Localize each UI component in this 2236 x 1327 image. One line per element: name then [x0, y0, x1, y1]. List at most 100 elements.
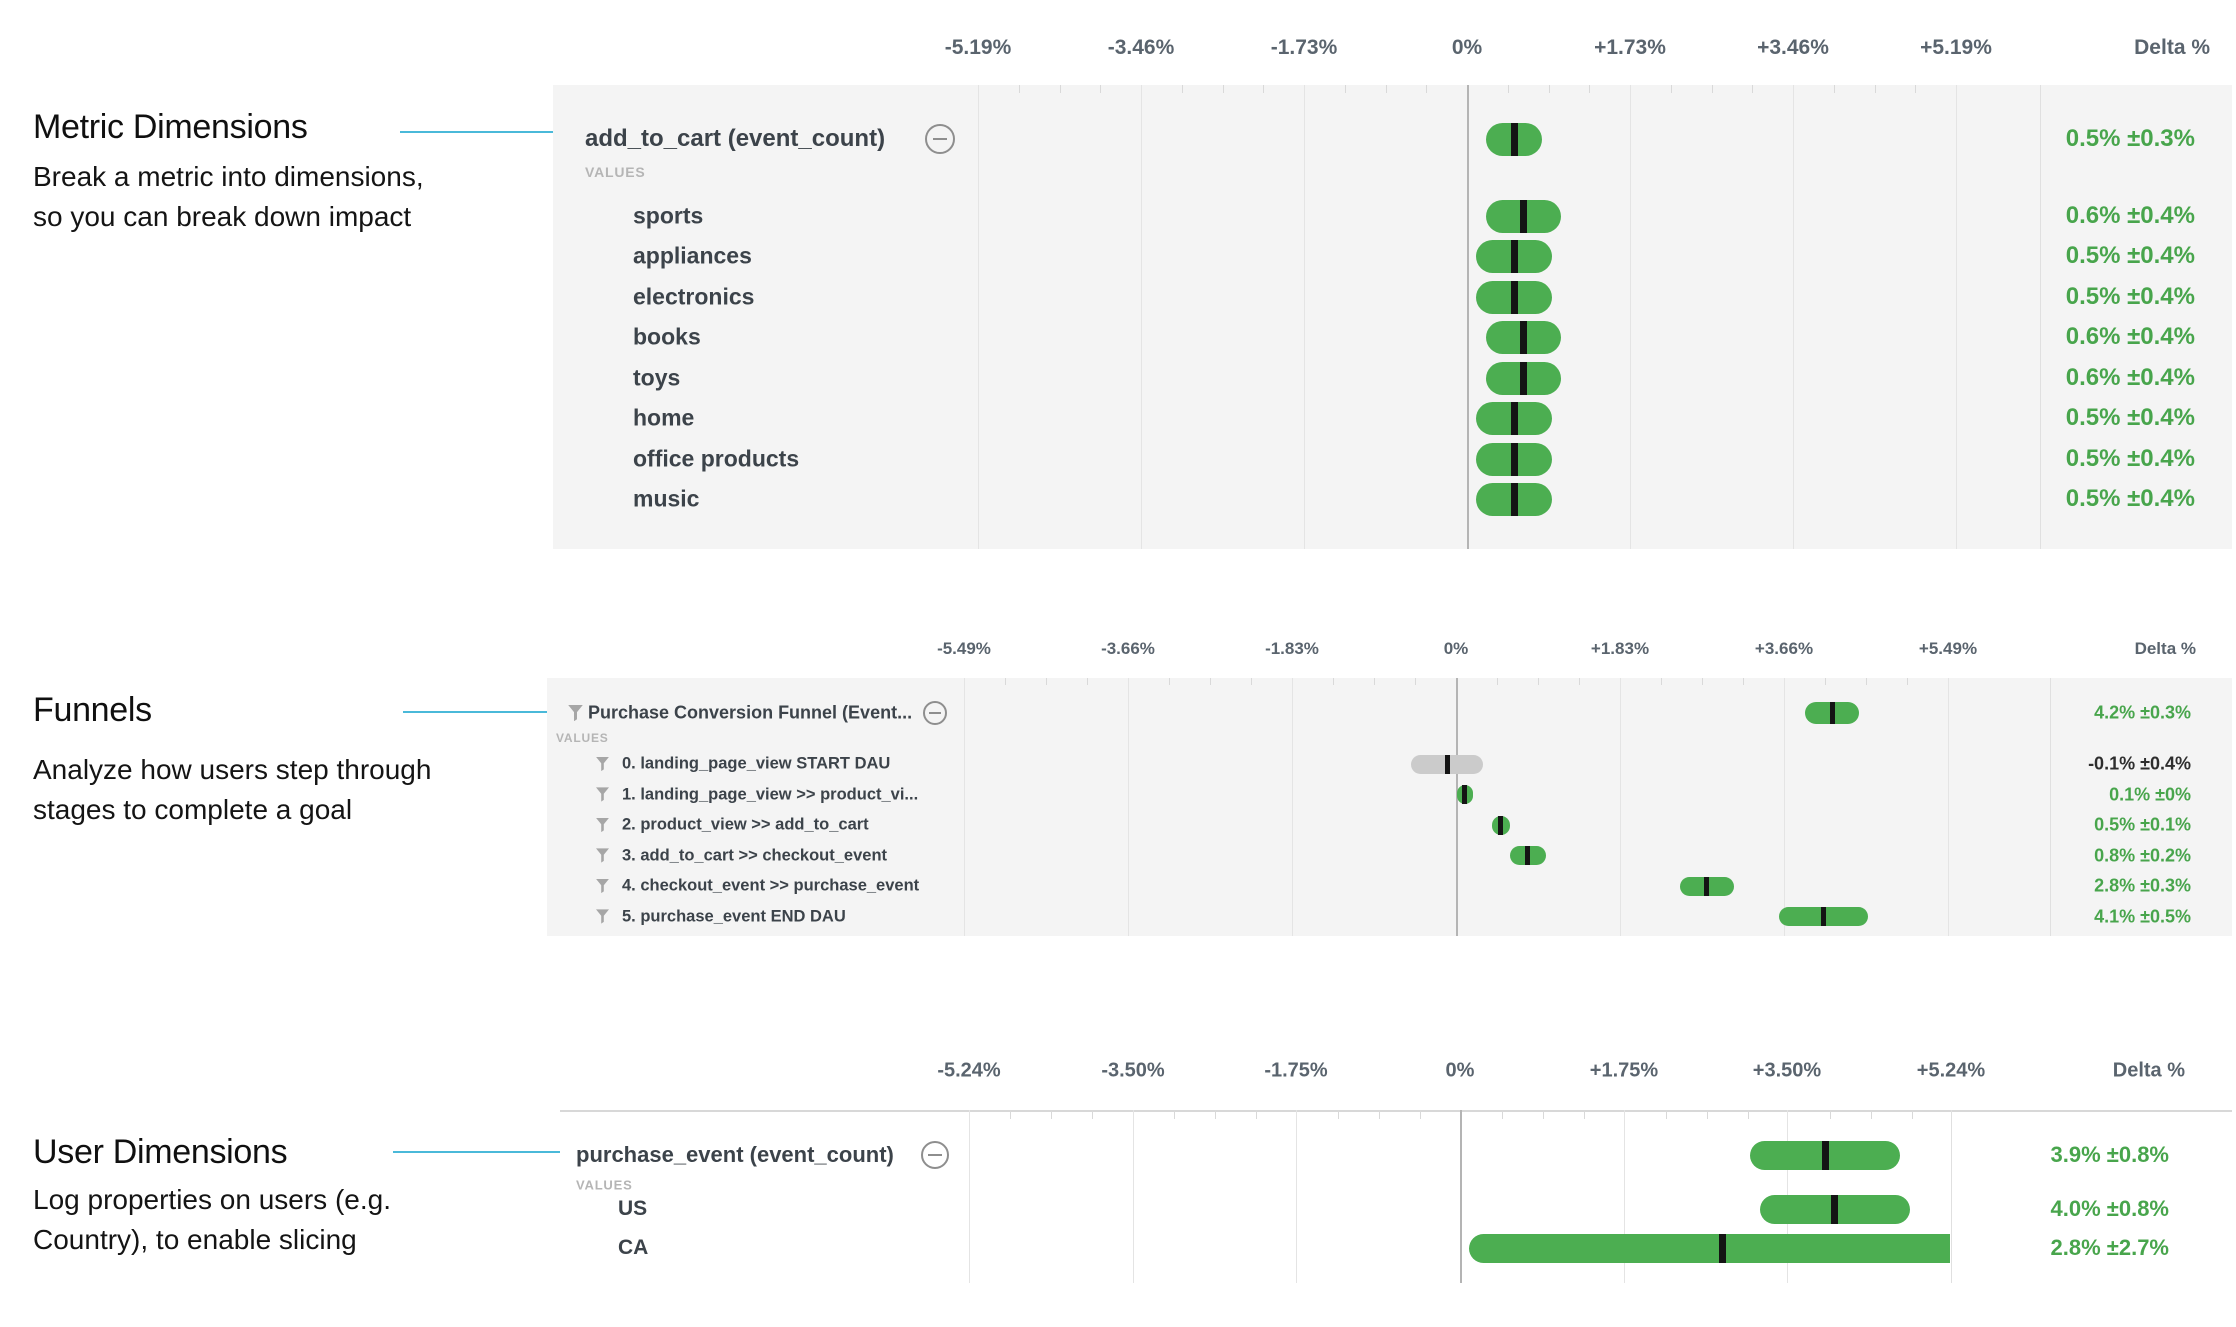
minor-tick	[1543, 1110, 1544, 1119]
median-marker	[1520, 199, 1527, 233]
confidence-interval-bar[interactable]	[1509, 846, 1546, 865]
zero-line	[1460, 1110, 1462, 1283]
row-label: music	[633, 485, 700, 512]
minor-tick	[1874, 85, 1876, 93]
confidence-interval-bar[interactable]	[1476, 482, 1552, 516]
delta-value: 0.5% ±0.4%	[2065, 445, 2195, 472]
values-section-label: VALUES	[556, 731, 609, 745]
gridline	[964, 678, 965, 936]
confidence-interval-bar[interactable]	[1485, 199, 1562, 233]
median-marker	[1520, 320, 1527, 354]
annotation-title: Funnels	[33, 691, 152, 729]
minor-tick	[1222, 85, 1224, 93]
confidence-interval-bar[interactable]	[1485, 361, 1562, 395]
delta-value: 0.6% ±0.4%	[2065, 323, 2195, 350]
minor-tick	[1497, 678, 1498, 685]
delta-column-divider	[2050, 678, 2051, 936]
confidence-interval-bar[interactable]	[1476, 401, 1552, 435]
confidence-interval-bar[interactable]	[1680, 876, 1734, 896]
row-label: 0. landing_page_view START DAU	[622, 754, 891, 773]
confidence-interval-bar[interactable]	[1750, 1140, 1901, 1170]
confidence-interval-bar[interactable]	[1456, 785, 1473, 804]
minor-tick	[1059, 85, 1061, 93]
axis-tick-label: +3.46%	[1757, 36, 1829, 59]
confidence-interval-bar[interactable]	[1476, 239, 1552, 273]
median-marker	[1510, 442, 1518, 476]
confidence-interval-bar[interactable]	[1476, 280, 1552, 314]
row-label: US	[618, 1197, 648, 1220]
minor-tick	[1256, 1110, 1257, 1119]
zero-line	[1456, 678, 1458, 936]
minus-circle-icon[interactable]	[923, 701, 947, 725]
annotation-description-line: Country), to enable slicing	[33, 1224, 357, 1255]
minor-tick	[1379, 1110, 1380, 1119]
metric-header-label: Purchase Conversion Funnel (Event...	[588, 702, 913, 723]
confidence-interval-bar[interactable]	[1411, 754, 1483, 774]
axis-tick-label: +3.50%	[1752, 1059, 1822, 1082]
gridline	[1948, 678, 1949, 936]
median-marker	[1718, 1233, 1726, 1263]
row-label: 2. product_view >> add_to_cart	[622, 815, 869, 834]
row-label: 5. purchase_event END DAU	[622, 907, 846, 925]
minor-tick	[1825, 678, 1826, 685]
minor-tick	[1420, 1110, 1421, 1119]
minor-tick	[1210, 678, 1211, 685]
row-label: electronics	[633, 283, 755, 310]
minor-tick	[1018, 85, 1020, 93]
delta-value: 0.5% ±0.4%	[2065, 242, 2195, 269]
confidence-interval-bar[interactable]	[1485, 320, 1562, 354]
axis-tick-label: +3.66%	[1754, 639, 1814, 658]
confidence-interval-bar[interactable]	[1805, 702, 1860, 724]
minor-tick	[1866, 678, 1867, 685]
axis-tick-label: +5.24%	[1916, 1059, 1986, 1082]
minor-tick	[1215, 1110, 1216, 1119]
median-marker	[1525, 846, 1531, 865]
panel-background	[553, 85, 2232, 549]
minor-tick	[1538, 678, 1539, 685]
minor-tick	[1579, 678, 1580, 685]
minus-glyph	[932, 138, 948, 140]
minor-tick	[1263, 85, 1265, 93]
minor-tick	[1666, 1110, 1667, 1119]
row-label: 4. checkout_event >> purchase_event	[622, 876, 920, 895]
minor-tick	[1507, 85, 1509, 93]
minor-tick	[1670, 85, 1672, 93]
confidence-interval-bar[interactable]	[1759, 1194, 1910, 1224]
values-section-label: VALUES	[576, 1177, 633, 1193]
minor-tick	[1333, 678, 1334, 685]
confidence-interval-bar[interactable]	[1476, 442, 1552, 476]
median-marker	[1510, 401, 1518, 435]
delta-value: 0.8% ±0.2%	[2094, 845, 2191, 865]
median-marker	[1820, 907, 1826, 926]
minus-circle-icon[interactable]	[925, 124, 955, 154]
minus-glyph	[928, 1154, 942, 1156]
minus-circle-icon[interactable]	[921, 1141, 949, 1169]
delta-value: 0.5% ±0.4%	[2065, 404, 2195, 431]
row-label: office products	[633, 445, 800, 472]
callout-line	[400, 131, 572, 133]
gridline	[1620, 678, 1621, 936]
delta-column-header: Delta %	[2134, 36, 2210, 59]
gridline	[1296, 1110, 1297, 1283]
delta-value: 0.1% ±0%	[2109, 784, 2191, 804]
confidence-interval-bar[interactable]	[1469, 1233, 1950, 1263]
axis-tick-label: +1.73%	[1594, 36, 1666, 59]
axis-tick-label: 0%	[1443, 639, 1469, 658]
delta-column-divider	[1951, 1110, 1952, 1283]
minor-tick	[1181, 85, 1183, 93]
confidence-interval-bar[interactable]	[1485, 122, 1543, 156]
annotation-description-line: Analyze how users step through	[33, 754, 432, 785]
row-label: toys	[633, 364, 681, 391]
delta-value: 4.0% ±0.8%	[2050, 1196, 2169, 1221]
confidence-interval-bar[interactable]	[1778, 907, 1869, 926]
annotation-title: User Dimensions	[33, 1133, 288, 1171]
delta-value: 0.5% ±0.4%	[2065, 283, 2195, 310]
median-marker	[1510, 280, 1518, 314]
confidence-interval-bar[interactable]	[1491, 815, 1510, 835]
minor-tick	[1748, 1110, 1749, 1119]
row-label: 3. add_to_cart >> checkout_event	[622, 846, 888, 864]
axis-tick-label: -5.49%	[937, 639, 991, 658]
gridline	[1793, 85, 1794, 549]
delta-column-header: Delta %	[2112, 1059, 2185, 1082]
row-label: 1. landing_page_view >> product_vi...	[622, 785, 919, 803]
